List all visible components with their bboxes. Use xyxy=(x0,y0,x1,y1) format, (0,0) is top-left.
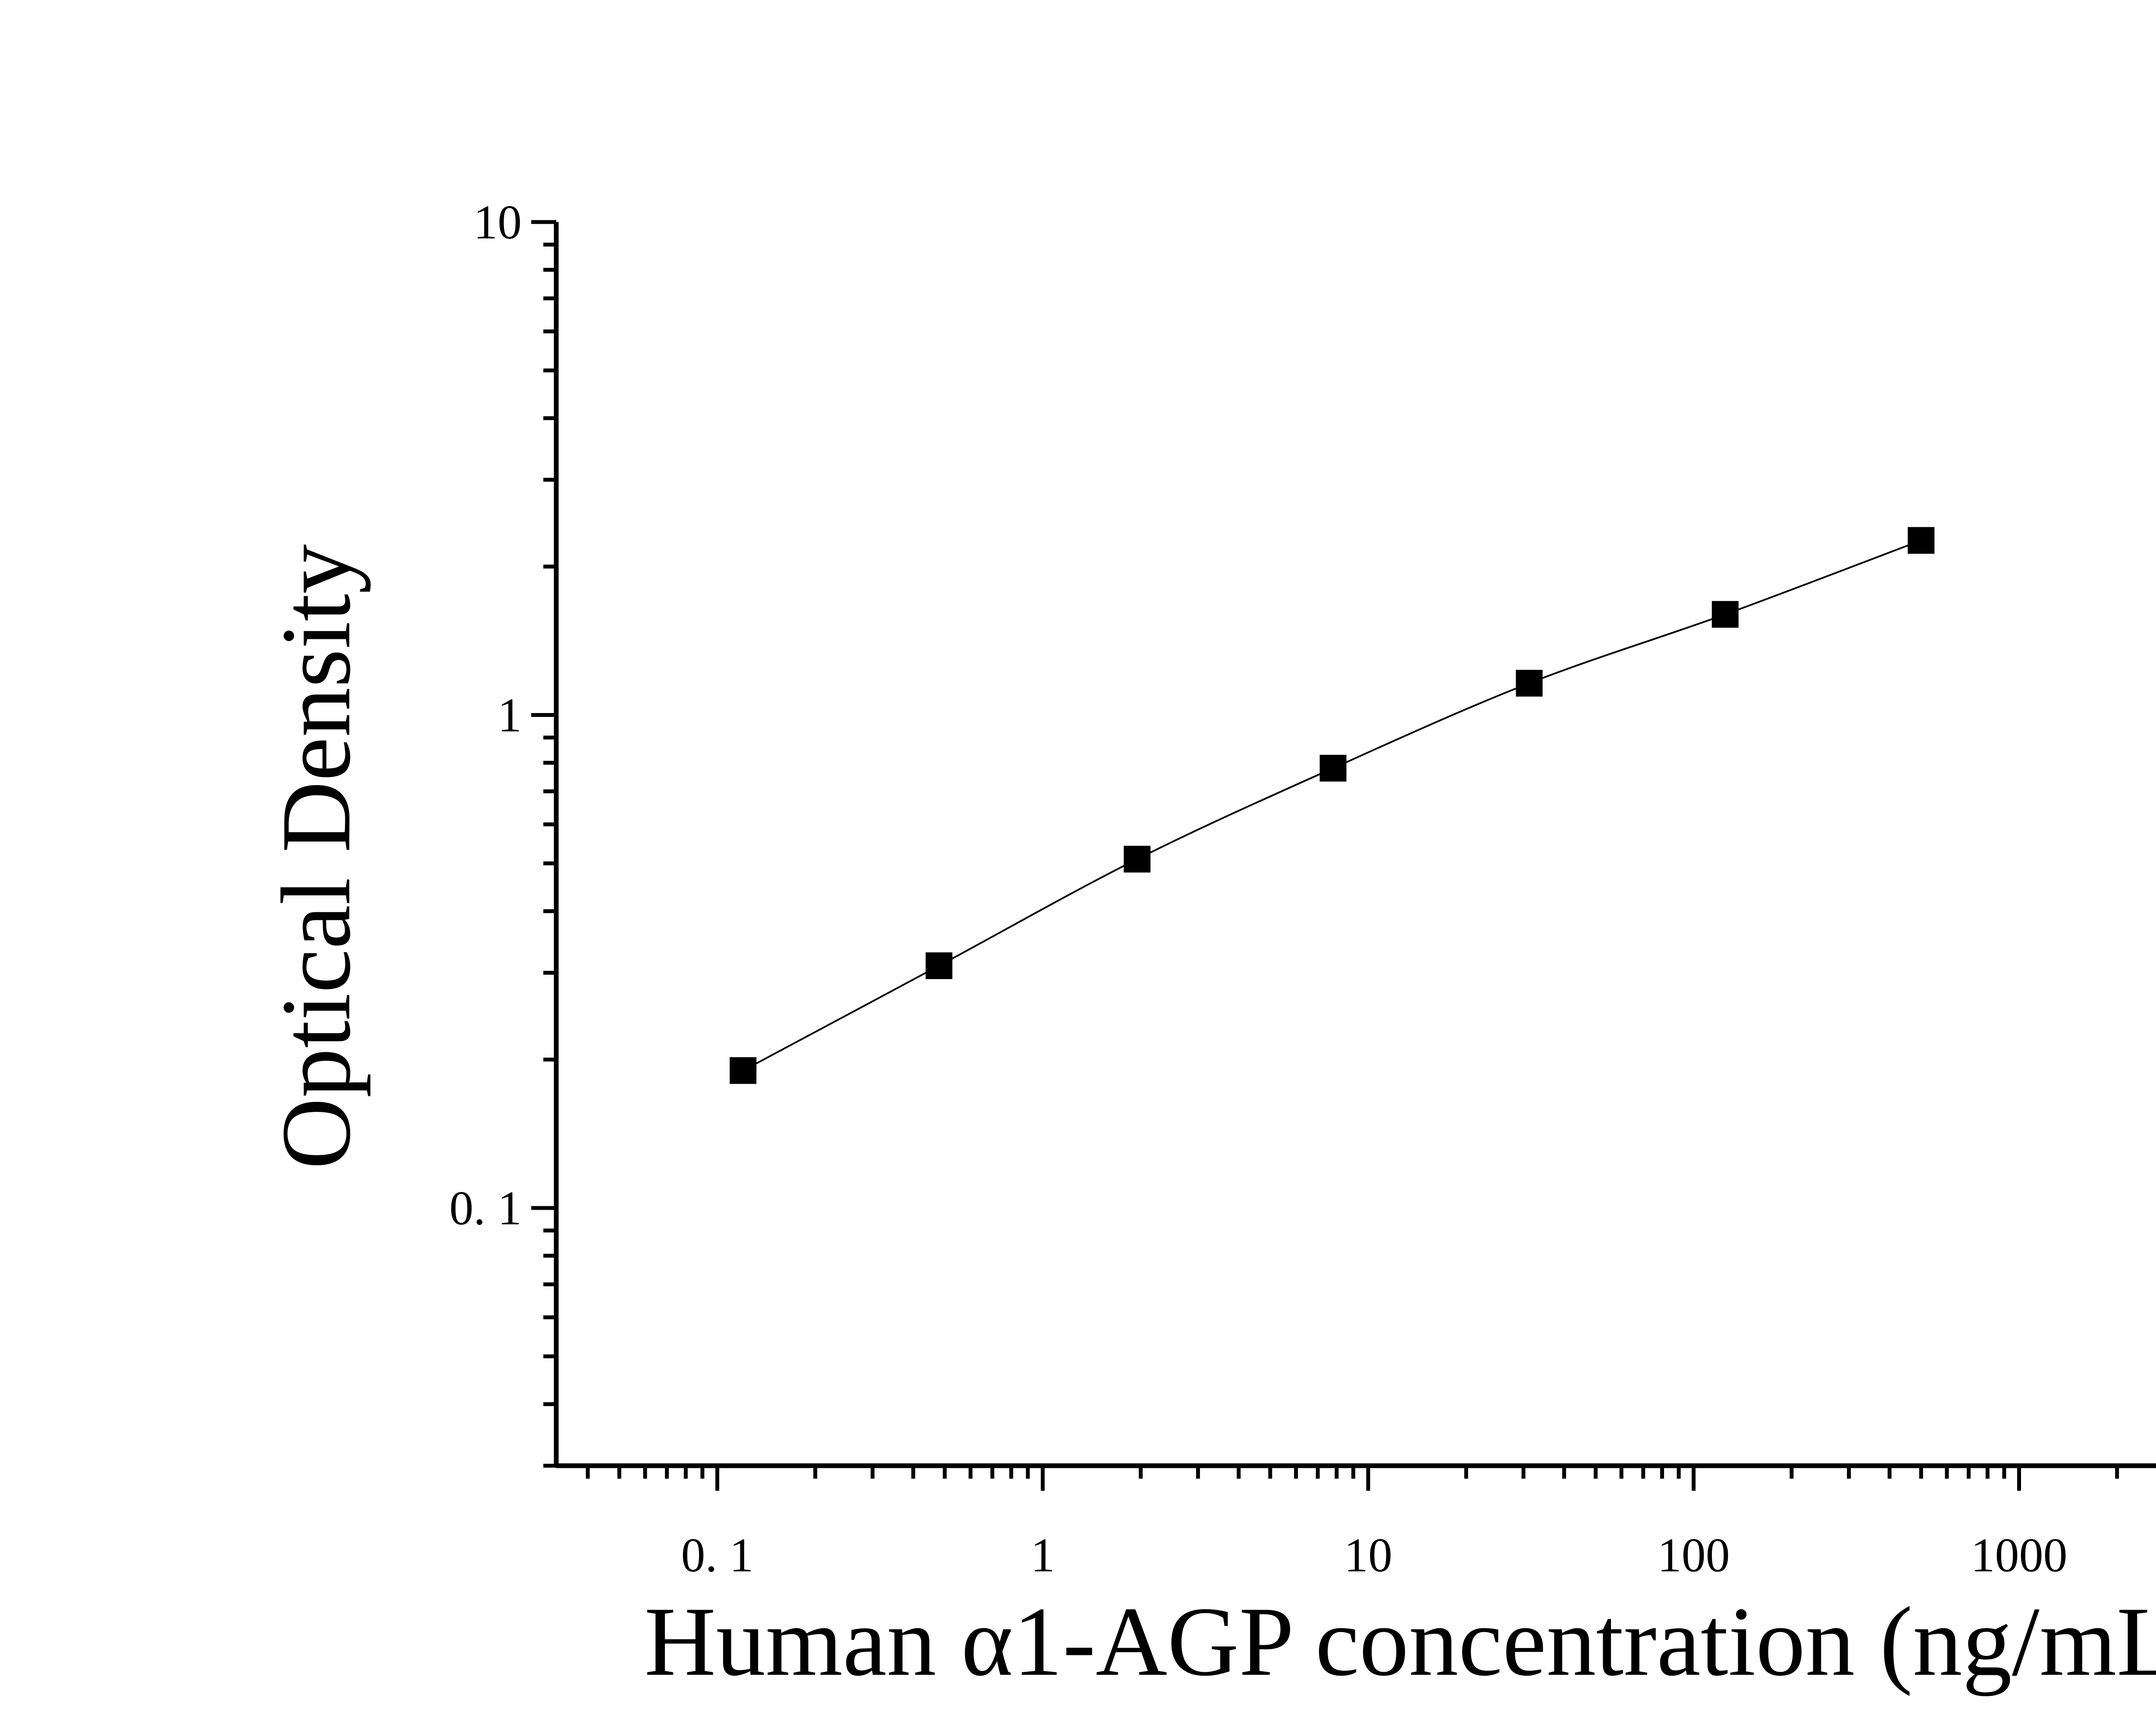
y-axis-title: Optical Density xyxy=(261,544,371,1170)
data-point xyxy=(1516,669,1543,697)
y-tick-label: 10 xyxy=(473,196,522,249)
x-tick-label: 1000 xyxy=(1971,1529,2067,1582)
x-axis-title: Human α1-AGP concentration (ng/mL) xyxy=(644,1586,2156,1696)
series-line xyxy=(743,539,1921,1072)
x-tick-label: 10 xyxy=(1344,1529,1392,1582)
x-tick-label: 100 xyxy=(1658,1529,1730,1582)
x-tick-label: 1 xyxy=(1031,1529,1055,1582)
data-point xyxy=(925,952,953,979)
x-tick-label: 0. 1 xyxy=(681,1529,753,1582)
data-point xyxy=(1124,845,1151,873)
y-tick-label: 0. 1 xyxy=(449,1182,522,1235)
data-point xyxy=(730,1057,757,1084)
data-point xyxy=(1319,754,1347,782)
y-tick-label: 1 xyxy=(498,689,522,742)
data-point xyxy=(1908,527,1935,554)
data-point xyxy=(1711,601,1739,628)
